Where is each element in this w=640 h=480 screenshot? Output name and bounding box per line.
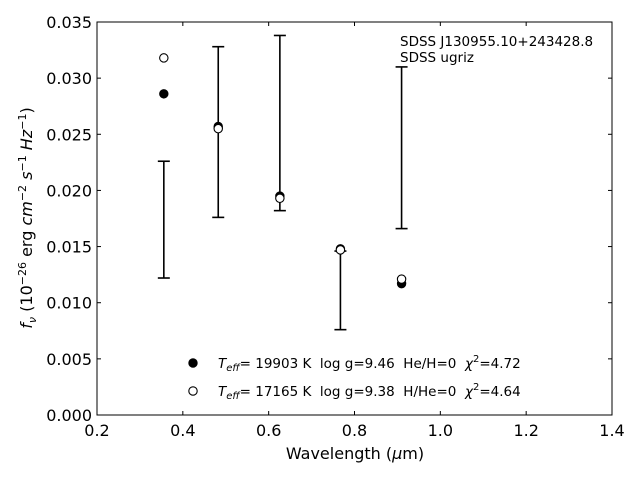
y-tick-label: 0.000 bbox=[46, 406, 92, 425]
legend: Teff= 19903 K log g=9.46 He/H=0 χ2=4.72 … bbox=[188, 354, 521, 402]
model-point-open bbox=[396, 274, 407, 284]
y-tick-label: 0.035 bbox=[46, 13, 92, 32]
model-point-open bbox=[275, 193, 285, 204]
y-axis-label: fν (10−26 erg cm−2 s−1 Hz−1) bbox=[16, 107, 39, 328]
model-point-open bbox=[159, 53, 169, 63]
legend-entry-2: Teff= 17165 K log g=9.38 H/He=0 χ2=4.64 bbox=[218, 382, 521, 402]
model-point-filled bbox=[159, 89, 169, 99]
y-tick-label: 0.025 bbox=[46, 125, 92, 144]
x-axis-label: Wavelength (μm) bbox=[286, 444, 424, 463]
filter-set-annotation: SDSS ugriz bbox=[400, 50, 474, 66]
x-tick-label: 0.2 bbox=[84, 421, 109, 440]
x-axis-ticks: 0.2 0.4 0.6 0.8 1.0 1.2 1.4 bbox=[84, 22, 625, 440]
x-tick-label: 0.8 bbox=[342, 421, 367, 440]
model-points bbox=[159, 53, 407, 289]
y-tick-label: 0.010 bbox=[46, 294, 92, 313]
x-tick-label: 1.2 bbox=[513, 421, 538, 440]
observed-errorbars bbox=[157, 34, 408, 331]
y-tick-label: 0.020 bbox=[46, 181, 92, 200]
x-tick-label: 0.4 bbox=[170, 421, 195, 440]
model-point-open bbox=[213, 123, 223, 134]
x-tick-label: 1.4 bbox=[599, 421, 624, 440]
y-tick-label: 0.030 bbox=[46, 69, 92, 88]
y-axis-ticks: 0.000 0.005 0.010 0.015 0.020 0.025 0.030 0.035 bbox=[46, 13, 612, 425]
legend-marker-open bbox=[188, 386, 198, 396]
y-tick-label: 0.005 bbox=[46, 350, 92, 369]
legend-marker-filled bbox=[188, 358, 198, 368]
legend-entry-1: Teff= 19903 K log g=9.46 He/H=0 χ2=4.72 bbox=[218, 354, 521, 374]
model-point-open bbox=[335, 245, 346, 255]
object-name-annotation: SDSS J130955.10+243428.8 bbox=[400, 34, 593, 50]
x-tick-label: 1.0 bbox=[428, 421, 453, 440]
x-tick-label: 0.6 bbox=[256, 421, 281, 440]
y-tick-label: 0.015 bbox=[46, 238, 92, 257]
